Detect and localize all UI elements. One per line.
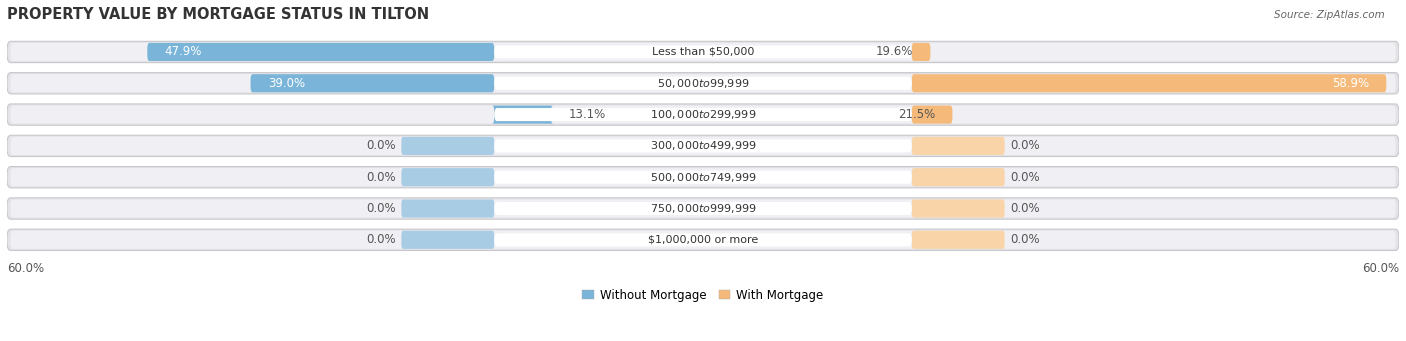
- FancyBboxPatch shape: [401, 231, 494, 249]
- FancyBboxPatch shape: [7, 104, 1399, 125]
- FancyBboxPatch shape: [401, 137, 494, 155]
- FancyBboxPatch shape: [494, 77, 912, 90]
- FancyBboxPatch shape: [912, 43, 931, 61]
- Text: Less than $50,000: Less than $50,000: [652, 47, 754, 57]
- FancyBboxPatch shape: [912, 74, 1386, 92]
- Text: 58.9%: 58.9%: [1331, 77, 1369, 90]
- FancyBboxPatch shape: [7, 198, 1399, 219]
- Text: 13.1%: 13.1%: [568, 108, 606, 121]
- Text: $500,000 to $749,999: $500,000 to $749,999: [650, 171, 756, 184]
- FancyBboxPatch shape: [401, 199, 494, 218]
- Text: 47.9%: 47.9%: [165, 45, 202, 58]
- Text: 0.0%: 0.0%: [1011, 233, 1040, 246]
- FancyBboxPatch shape: [7, 229, 1399, 250]
- Text: 0.0%: 0.0%: [366, 139, 395, 152]
- FancyBboxPatch shape: [7, 135, 1399, 157]
- Text: 19.6%: 19.6%: [876, 45, 912, 58]
- FancyBboxPatch shape: [10, 231, 1396, 249]
- FancyBboxPatch shape: [10, 43, 1396, 61]
- Text: 21.5%: 21.5%: [898, 108, 935, 121]
- FancyBboxPatch shape: [912, 199, 1005, 218]
- Text: Source: ZipAtlas.com: Source: ZipAtlas.com: [1274, 10, 1385, 20]
- Text: 0.0%: 0.0%: [1011, 171, 1040, 184]
- FancyBboxPatch shape: [492, 105, 553, 124]
- Legend: Without Mortgage, With Mortgage: Without Mortgage, With Mortgage: [578, 284, 828, 307]
- FancyBboxPatch shape: [494, 139, 912, 152]
- FancyBboxPatch shape: [250, 74, 494, 92]
- Text: $750,000 to $999,999: $750,000 to $999,999: [650, 202, 756, 215]
- FancyBboxPatch shape: [10, 199, 1396, 218]
- Text: 0.0%: 0.0%: [366, 233, 395, 246]
- FancyBboxPatch shape: [7, 166, 1399, 188]
- Text: 60.0%: 60.0%: [7, 262, 44, 276]
- FancyBboxPatch shape: [494, 233, 912, 246]
- FancyBboxPatch shape: [10, 105, 1396, 124]
- FancyBboxPatch shape: [10, 137, 1396, 155]
- Text: 0.0%: 0.0%: [366, 171, 395, 184]
- Text: 60.0%: 60.0%: [1362, 262, 1399, 276]
- FancyBboxPatch shape: [912, 231, 1005, 249]
- FancyBboxPatch shape: [912, 137, 1005, 155]
- Text: PROPERTY VALUE BY MORTGAGE STATUS IN TILTON: PROPERTY VALUE BY MORTGAGE STATUS IN TIL…: [7, 7, 429, 22]
- Text: 39.0%: 39.0%: [269, 77, 305, 90]
- FancyBboxPatch shape: [494, 108, 912, 121]
- FancyBboxPatch shape: [912, 168, 1005, 186]
- Text: $300,000 to $499,999: $300,000 to $499,999: [650, 139, 756, 152]
- FancyBboxPatch shape: [912, 105, 952, 124]
- FancyBboxPatch shape: [401, 168, 494, 186]
- FancyBboxPatch shape: [494, 45, 912, 59]
- Text: 0.0%: 0.0%: [366, 202, 395, 215]
- Text: $100,000 to $299,999: $100,000 to $299,999: [650, 108, 756, 121]
- FancyBboxPatch shape: [10, 168, 1396, 186]
- FancyBboxPatch shape: [494, 202, 912, 215]
- FancyBboxPatch shape: [494, 170, 912, 184]
- FancyBboxPatch shape: [148, 43, 494, 61]
- Text: 0.0%: 0.0%: [1011, 202, 1040, 215]
- Text: 0.0%: 0.0%: [1011, 139, 1040, 152]
- Text: $1,000,000 or more: $1,000,000 or more: [648, 235, 758, 245]
- Text: $50,000 to $99,999: $50,000 to $99,999: [657, 77, 749, 90]
- FancyBboxPatch shape: [7, 41, 1399, 63]
- FancyBboxPatch shape: [10, 74, 1396, 92]
- FancyBboxPatch shape: [7, 73, 1399, 94]
